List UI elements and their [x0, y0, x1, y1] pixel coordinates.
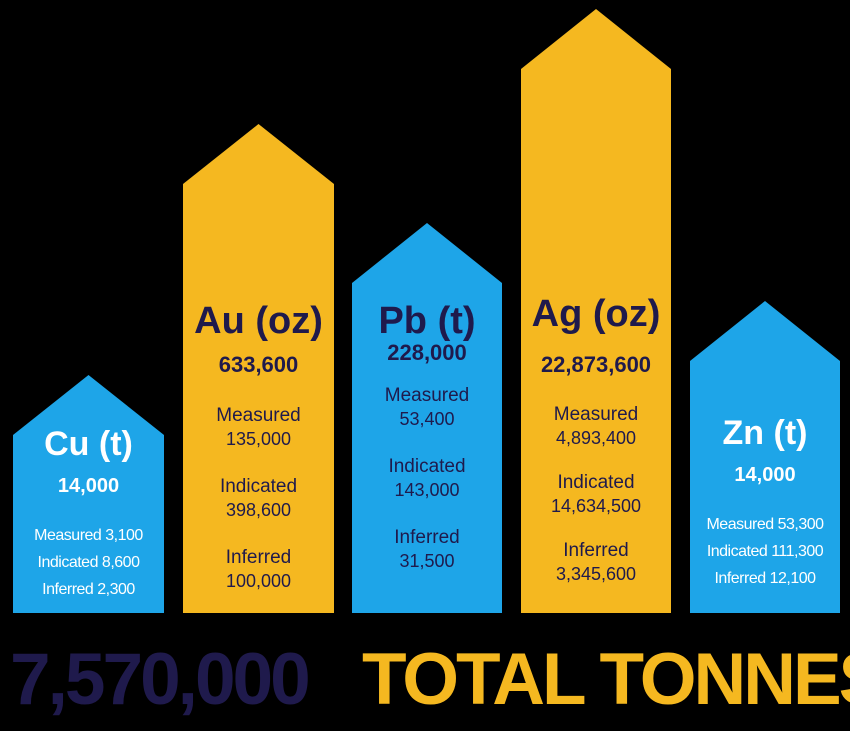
total-tonnes-label: TOTAL TONNES [362, 639, 850, 720]
breakdown-category-2-1: Indicated [388, 456, 466, 477]
breakdown-value-3-1: 14,634,500 [550, 496, 642, 516]
breakdown-category: Indicated [37, 554, 99, 571]
bar-label-4: Zn (t) [722, 414, 808, 452]
bar-total-3: 22,873,600 [540, 352, 652, 377]
breakdown-value-1-0: 135,000 [225, 429, 292, 449]
breakdown-value: 3,100 [105, 527, 143, 544]
breakdown-value-1-1: 398,600 [225, 500, 292, 520]
total-tonnes: 7,570,000 TOTAL TONNES [10, 638, 850, 720]
breakdown-category: Measured [706, 516, 774, 533]
breakdown-category-3-0: Measured [553, 404, 639, 425]
breakdown-category-1-2: Inferred [225, 547, 292, 568]
breakdown-category-3-1: Indicated [557, 472, 635, 493]
bar-label-3: Ag (oz) [531, 293, 661, 335]
total-tonnes-value: 7,570,000 [10, 639, 311, 720]
bar-total-1: 633,600 [218, 352, 299, 377]
bar-total-2: 228,000 [387, 340, 467, 365]
breakdown-category-1-1: Indicated [219, 476, 298, 497]
breakdown-category: Inferred [714, 570, 766, 587]
bar-2: Pb (t) 228,000 Measured 53,400 Indicated 143,… [352, 223, 502, 613]
bar-0: Cu (t) 14,000 Measured 3,100 Indicated 8,60… [13, 375, 164, 613]
breakdown-category: Measured [34, 527, 102, 544]
breakdown-category-1-0: Measured [216, 405, 301, 426]
breakdown-category: Indicated [706, 543, 768, 560]
breakdown-category-3-2: Inferred [563, 540, 629, 561]
breakdown-value: 8,600 [101, 554, 140, 571]
bar-total-4: 14,000 [734, 464, 796, 486]
breakdown-row-4-1: Indicated 111,300 [690, 543, 840, 561]
breakdown-value: 111,300 [771, 543, 824, 560]
breakdown-row-0-1: Indicated 8,600 [13, 554, 164, 572]
breakdown-row-4-2: Inferred 12,100 [690, 570, 840, 588]
breakdown-value-2-0: 53,400 [399, 409, 455, 429]
breakdown-row-4-0: Measured 53,300 [690, 516, 840, 534]
breakdown-value-2-2: 31,500 [399, 551, 455, 571]
breakdown-value: 2,300 [97, 581, 135, 598]
breakdown-value: 53,300 [777, 516, 824, 533]
breakdown-row-0-0: Measured 3,100 [13, 527, 164, 545]
bar-4: Zn (t) 14,000 Measured 53,300 Indicated 111… [690, 301, 840, 613]
bar-label-0: Cu (t) [44, 425, 133, 463]
bar-1: Au (oz) 633,600 Measured 135,000 Indicated 39… [183, 124, 334, 613]
breakdown-value-2-1: 143,000 [394, 480, 460, 500]
breakdown-category-2-0: Measured [384, 385, 470, 406]
breakdown-value-1-2: 100,000 [225, 571, 292, 591]
breakdown-row-0-2: Inferred 2,300 [13, 581, 164, 599]
breakdown-value: 12,100 [769, 570, 816, 587]
bar-label-1: Au (oz) [194, 300, 323, 342]
bar-label-2: Pb (t) [378, 300, 476, 342]
breakdown-category-2-2: Inferred [394, 527, 460, 548]
breakdown-value-3-2: 3,345,600 [555, 564, 637, 584]
bar-total-0: 14,000 [57, 475, 120, 497]
bar-3: Ag (oz) 22,873,600 Measured 4,893,400 Indica… [521, 9, 671, 613]
breakdown-value-3-0: 4,893,400 [555, 428, 637, 448]
breakdown-category: Inferred [42, 581, 94, 598]
